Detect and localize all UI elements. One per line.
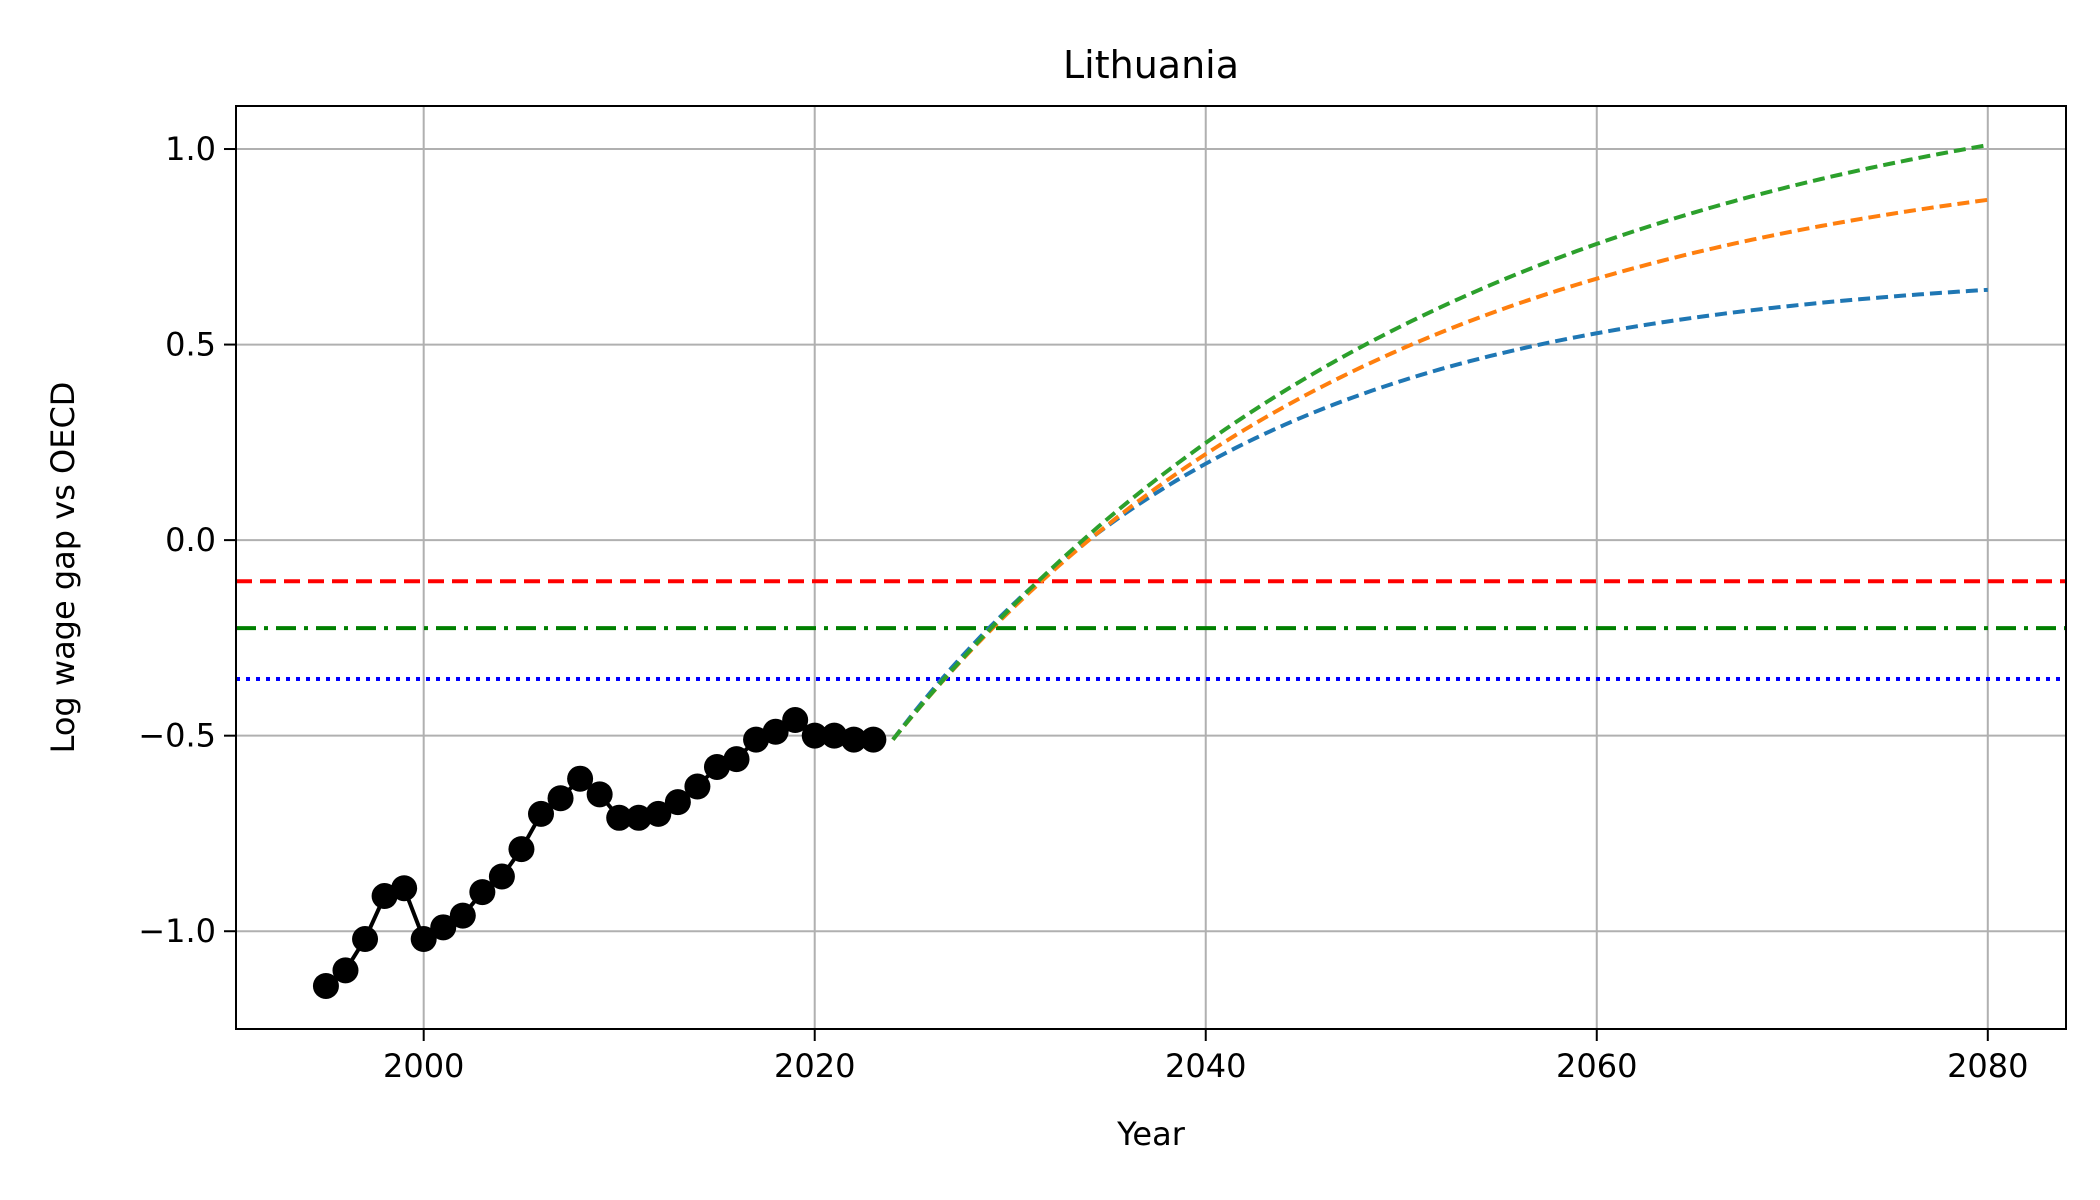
historical-series: [312, 707, 887, 999]
historical-point: [801, 722, 828, 749]
historical-point: [469, 879, 496, 906]
y-tick-label: 0.5: [165, 326, 216, 364]
historical-point: [840, 726, 867, 753]
historical-point: [586, 781, 613, 808]
historical-point: [743, 726, 770, 753]
historical-point: [762, 718, 789, 745]
y-axis-ticks: −1.0 −0.5 0.0 0.5 1.0: [138, 130, 236, 950]
y-axis-label: Log wage gap vs OECD: [44, 382, 82, 754]
y-tick-label: −0.5: [138, 717, 216, 755]
reference-lines: [236, 579, 2066, 681]
x-tick-label: 2060: [1556, 1047, 1637, 1085]
x-tick-label: 2000: [383, 1047, 464, 1085]
projection-line: [891, 197, 1989, 741]
projection-line: [891, 143, 1989, 741]
historical-point: [684, 773, 711, 800]
historical-point: [332, 957, 359, 984]
historical-point: [567, 765, 594, 792]
historical-point: [508, 836, 535, 863]
historical-point: [547, 785, 574, 812]
historical-point: [371, 883, 398, 910]
y-tick-label: 0.0: [165, 521, 216, 559]
historical-point: [860, 726, 887, 753]
projection-line: [891, 287, 1988, 741]
historical-point: [625, 804, 652, 831]
plot-frame: [235, 105, 2067, 1030]
historical-point: [410, 926, 437, 953]
x-axis-label: Year: [1116, 1115, 1186, 1153]
x-tick-label: 2020: [774, 1047, 855, 1085]
chart-title: Lithuania: [1063, 43, 1239, 87]
historical-point: [645, 800, 672, 827]
historical-point: [488, 863, 515, 890]
x-tick-label: 2040: [1165, 1047, 1246, 1085]
historical-point: [312, 972, 339, 999]
grid: [236, 106, 2066, 1029]
historical-point: [528, 800, 554, 827]
x-tick-label: 2080: [1947, 1047, 2028, 1085]
historical-point: [723, 746, 750, 773]
historical-point: [352, 926, 379, 953]
projection-series: [891, 143, 1989, 741]
historical-point: [391, 875, 418, 902]
historical-point: [606, 804, 633, 831]
x-axis-ticks: 2000 2020 2040 2060 2080: [383, 1029, 2029, 1085]
y-tick-label: −1.0: [138, 912, 216, 950]
historical-line: [324, 717, 874, 988]
historical-point: [430, 914, 457, 941]
historical-point: [664, 789, 691, 816]
historical-point: [703, 753, 730, 780]
historical-point: [821, 722, 848, 749]
historical-point: [449, 902, 476, 929]
historical-point: [782, 707, 809, 734]
y-tick-label: 1.0: [165, 130, 216, 168]
